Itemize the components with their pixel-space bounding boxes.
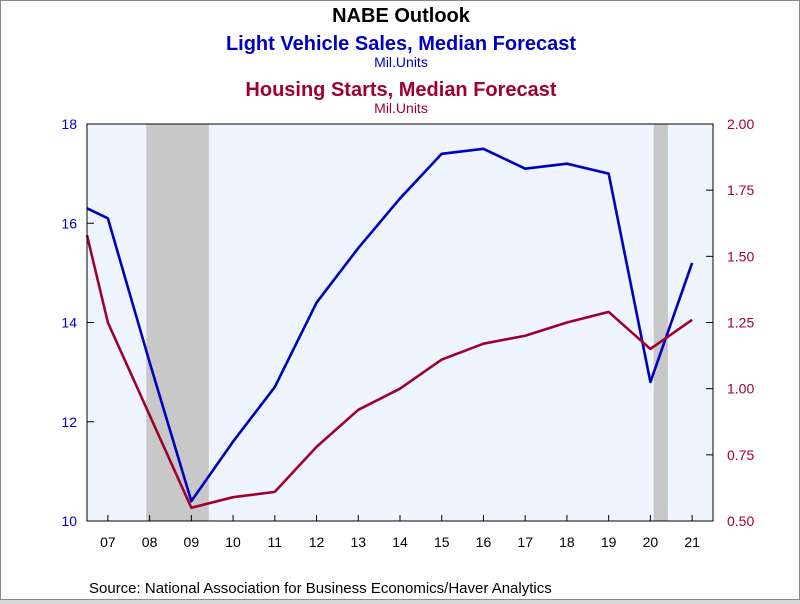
right-tick-label: 1.00 — [727, 381, 754, 397]
left-axis: 10 12 14 16 18 — [61, 116, 94, 529]
x-tick-label: 20 — [643, 534, 659, 550]
left-series-units: Mil.Units — [374, 54, 428, 70]
chart-title: NABE Outlook — [332, 5, 471, 27]
source-note: Source: National Association for Busines… — [89, 580, 552, 597]
right-series-units: Mil.Units — [374, 100, 428, 116]
series-lines — [85, 147, 694, 510]
x-axis: 07 08 09 10 11 12 13 14 15 16 17 18 19 20 21 — [100, 515, 700, 550]
left-series-title: Light Vehicle Sales, Median Forecast — [226, 33, 576, 55]
x-tick-label: 13 — [350, 534, 366, 550]
housing-starts-line — [85, 234, 693, 510]
x-tick-label: 15 — [434, 534, 450, 550]
right-tick-label: 0.75 — [727, 447, 754, 463]
left-tick-label: 10 — [61, 513, 77, 529]
x-tick-label: 21 — [684, 534, 700, 550]
right-tick-label: 0.50 — [727, 513, 754, 529]
left-tick-label: 12 — [61, 414, 77, 430]
x-tick-label: 08 — [142, 534, 158, 550]
x-tick-label: 17 — [517, 534, 533, 550]
right-tick-label: 2.00 — [727, 116, 754, 132]
right-series-title: Housing Starts, Median Forecast — [245, 79, 557, 101]
x-tick-label: 12 — [309, 534, 325, 550]
x-tick-label: 11 — [268, 534, 283, 550]
x-tick-label: 19 — [601, 534, 617, 550]
left-tick-label: 18 — [61, 116, 77, 132]
recession-band-0 — [146, 124, 209, 521]
x-tick-label: 14 — [392, 534, 408, 550]
x-tick-label: 18 — [559, 534, 575, 550]
left-tick-label: 14 — [61, 315, 77, 331]
x-tick-label: 09 — [184, 534, 200, 550]
x-tick-label: 16 — [476, 534, 492, 550]
right-tick-label: 1.25 — [727, 315, 754, 331]
recession-shading — [146, 124, 668, 521]
x-tick-label: 10 — [225, 534, 241, 550]
x-tick-label: 07 — [100, 534, 116, 550]
recession-band-1 — [653, 124, 668, 521]
right-axis: 0.50 0.75 1.00 1.25 1.50 1.75 2.00 — [706, 116, 754, 529]
right-tick-label: 1.75 — [727, 182, 754, 198]
left-tick-label: 16 — [61, 215, 77, 231]
light-vehicle-sales-line — [86, 147, 694, 503]
right-tick-label: 1.50 — [727, 248, 754, 264]
